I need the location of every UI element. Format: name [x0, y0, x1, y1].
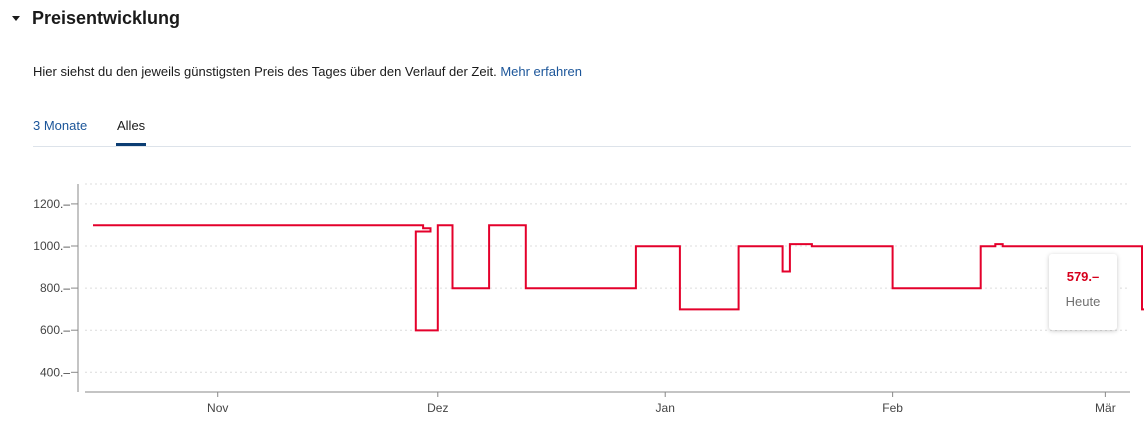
y-tick-label: 600.– — [40, 323, 70, 337]
tab-all[interactable]: Alles — [116, 110, 147, 146]
tab-3-months[interactable]: 3 Monate — [33, 118, 88, 133]
x-tick-label: Dez — [427, 401, 448, 415]
x-tick-label: Jan — [656, 401, 675, 415]
tooltip-label: Heute — [1065, 294, 1101, 309]
x-tick-label: Mär — [1095, 401, 1116, 415]
y-tick-label: 400.– — [40, 365, 70, 379]
y-tick-label: 1000.– — [33, 239, 70, 253]
y-tick-label: 800.– — [40, 281, 70, 295]
section-title: Preisentwicklung — [32, 7, 181, 28]
learn-more-link[interactable]: Mehr erfahren — [500, 64, 582, 79]
price-tooltip: 579.– Heute — [1049, 254, 1117, 330]
section-toggle[interactable]: Preisentwicklung — [12, 4, 180, 32]
x-tick-label: Nov — [207, 401, 228, 415]
section-description: Hier siehst du den jeweils günstigsten P… — [33, 64, 582, 79]
y-tick-label: 1200.– — [33, 197, 70, 211]
price-chart: 1200.– 1000.– 800.– 600.– 400.– Nov Dez Jan Feb M… — [33, 183, 1144, 415]
x-tick-label: Feb — [882, 401, 903, 415]
caret-down-icon[interactable] — [12, 16, 20, 21]
tooltip-price: 579.– — [1066, 269, 1100, 284]
series-price-line — [93, 224, 1144, 332]
description-text: Hier siehst du den jeweils günstigsten P… — [33, 64, 497, 79]
time-range-tabs: 3 Monate Alles — [33, 110, 1131, 147]
